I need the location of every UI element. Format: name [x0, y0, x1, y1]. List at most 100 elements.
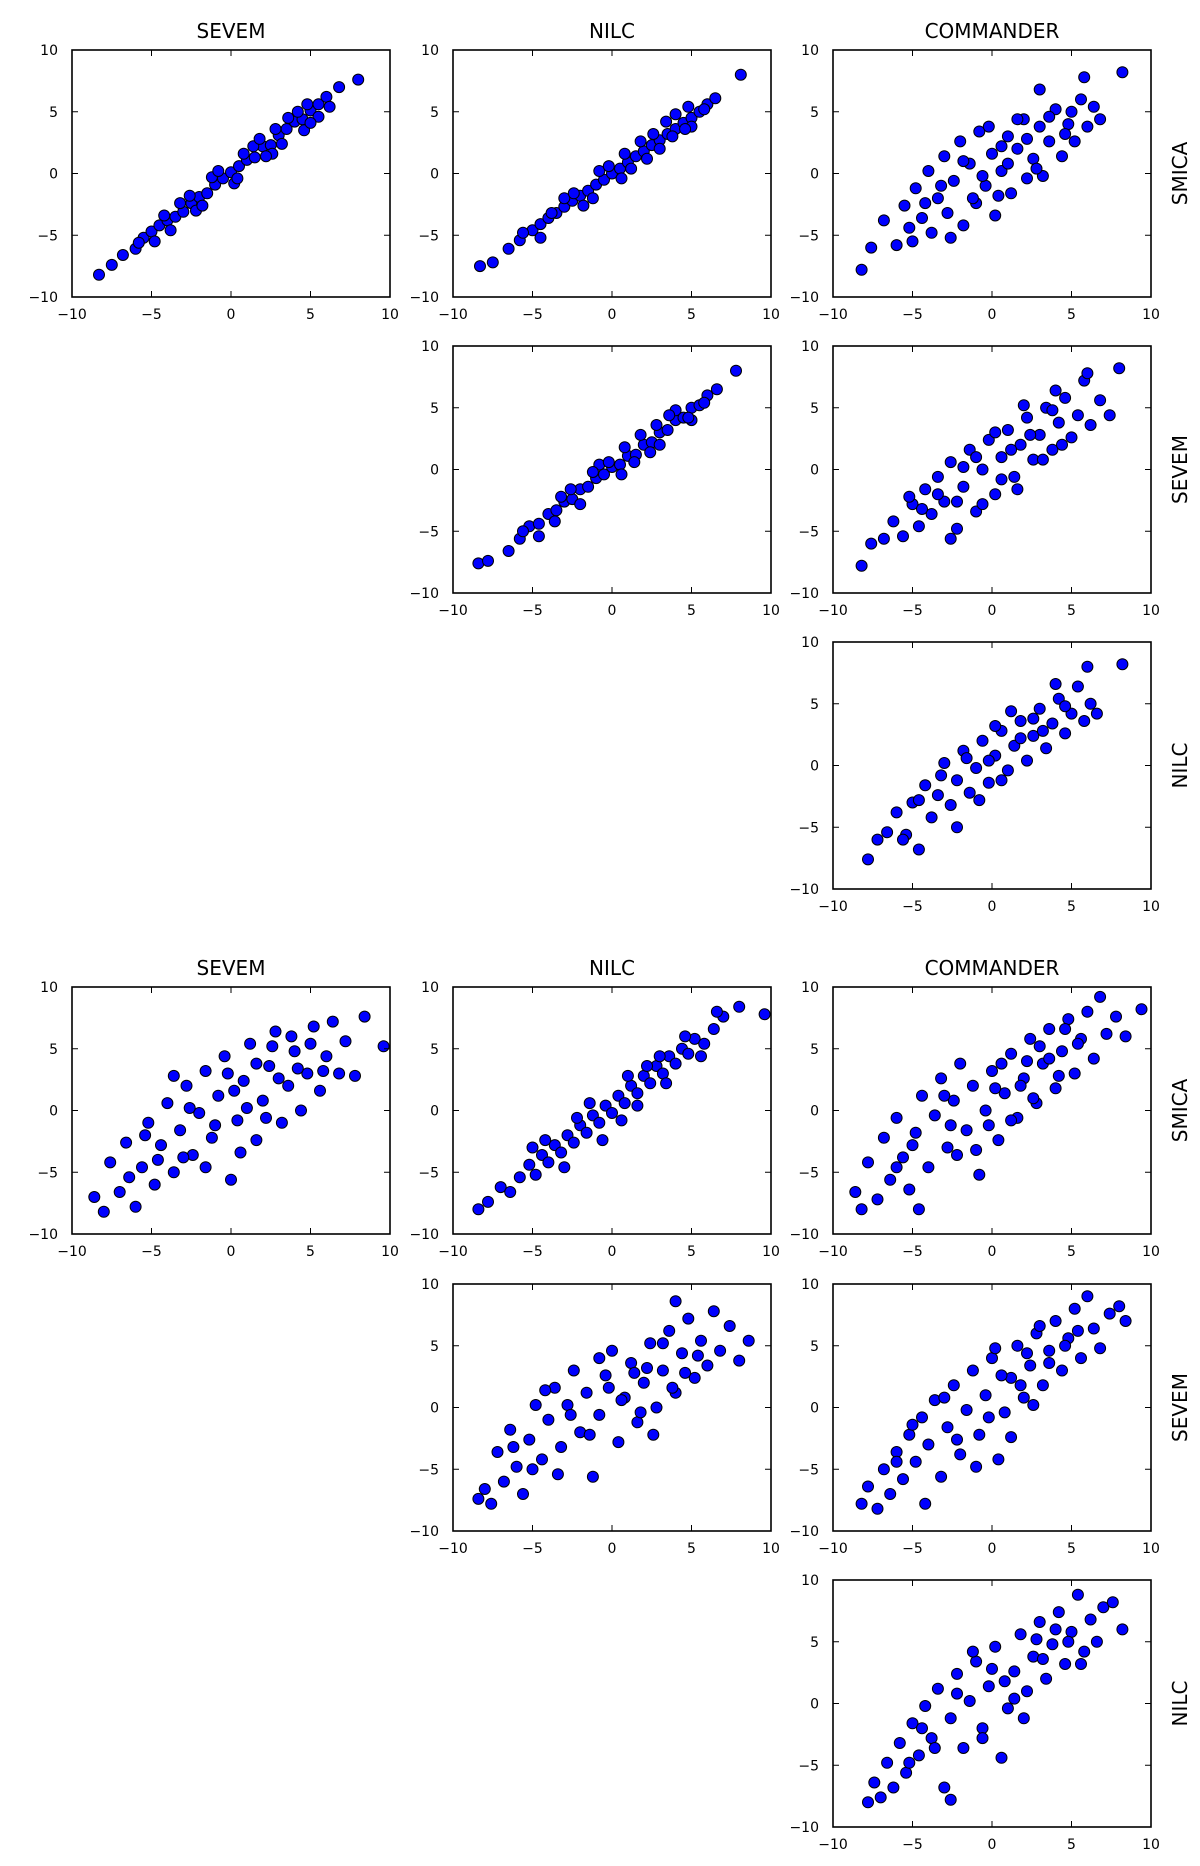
data-point	[628, 456, 641, 469]
data-point	[1075, 1658, 1087, 1670]
data-point	[660, 1077, 673, 1090]
y-tick-label: 0	[49, 167, 58, 183]
data-point	[931, 192, 944, 205]
x-tick-label: −5	[141, 1244, 162, 1260]
data-point	[596, 1134, 609, 1147]
data-point	[1056, 1364, 1068, 1377]
data-point	[574, 498, 587, 511]
data-point	[669, 108, 682, 121]
data-point	[314, 1084, 326, 1097]
data-point	[1036, 453, 1049, 466]
x-tick-label: −10	[818, 899, 848, 915]
data-point	[1043, 1344, 1056, 1357]
data-point	[682, 100, 695, 113]
data-point	[855, 1497, 868, 1510]
data-point	[986, 1352, 998, 1365]
x-tick-label: 0	[988, 1244, 997, 1260]
data-point	[1021, 754, 1033, 767]
data-point	[1008, 1665, 1021, 1678]
data-point	[256, 1094, 269, 1107]
data-point	[922, 1161, 935, 1174]
data-point	[542, 1156, 555, 1169]
data-point	[906, 1418, 919, 1431]
x-tick-label: 10	[381, 1244, 399, 1260]
data-point	[545, 207, 558, 219]
data-point	[912, 843, 925, 856]
data-point	[938, 1781, 951, 1794]
data-point	[656, 1364, 669, 1377]
data-point	[201, 187, 214, 200]
data-point	[1027, 1092, 1040, 1105]
data-point	[113, 1186, 126, 1198]
x-tick-label: −5	[902, 307, 923, 323]
data-point	[291, 105, 304, 118]
data-point	[928, 1109, 941, 1122]
data-point	[494, 1181, 507, 1194]
y-tick-label: −5	[798, 1758, 819, 1774]
scatter-panel-1-smica-vs-sevem: −10 −5 0 5 10 −10 −5 0 5 10 SEVEM	[28, 19, 398, 323]
data-point	[849, 1186, 862, 1198]
data-point	[698, 1037, 711, 1050]
data-point	[615, 1114, 628, 1127]
x-tick-label: 5	[1067, 307, 1076, 323]
x-tick-label: 0	[988, 603, 997, 619]
data-point	[1119, 1030, 1132, 1043]
data-point	[593, 165, 606, 177]
data-point	[957, 1742, 970, 1754]
y-tick-label: 5	[49, 1042, 58, 1058]
data-point	[621, 1069, 634, 1082]
y-tick-label: 0	[810, 759, 819, 775]
data-point	[976, 498, 989, 511]
y-tick-label: −10	[409, 1227, 439, 1243]
data-point	[919, 1700, 932, 1712]
y-tick-label: −10	[789, 882, 819, 898]
data-point	[931, 470, 944, 483]
y-tick-label: −5	[798, 1165, 819, 1181]
data-point	[931, 1682, 944, 1695]
y-tick-label: 5	[810, 1042, 819, 1058]
data-point	[1005, 187, 1018, 200]
data-point	[580, 1386, 593, 1399]
data-point	[1065, 105, 1078, 118]
data-point	[970, 1655, 983, 1668]
data-point	[957, 219, 970, 232]
data-point	[1027, 152, 1040, 165]
data-point	[1065, 431, 1078, 444]
data-point	[723, 1320, 736, 1332]
data-point	[136, 1161, 148, 1174]
data-point	[269, 123, 282, 135]
data-point	[529, 1399, 542, 1411]
data-point	[919, 483, 932, 496]
data-point	[941, 207, 954, 219]
data-point	[237, 147, 250, 160]
points-layer	[472, 364, 742, 570]
data-point	[250, 1057, 263, 1070]
data-point	[295, 1104, 307, 1117]
y-tick-label: 10	[801, 1277, 819, 1293]
data-point	[196, 199, 209, 212]
data-point	[504, 1423, 517, 1436]
data-point	[973, 125, 986, 138]
data-point	[1021, 1347, 1033, 1360]
y-tick-label: 0	[430, 1104, 439, 1120]
data-point	[938, 1089, 951, 1102]
y-tick-label: −5	[798, 228, 819, 244]
data-point	[523, 1433, 536, 1446]
data-point	[960, 752, 973, 765]
data-point	[1043, 1357, 1056, 1369]
data-point	[868, 1776, 881, 1789]
data-point	[862, 1156, 874, 1169]
data-point	[976, 1722, 989, 1735]
data-point	[631, 1416, 644, 1429]
axes-frame	[452, 1283, 772, 1532]
data-point	[250, 1134, 263, 1147]
data-point	[116, 249, 129, 261]
data-point	[1075, 1352, 1087, 1365]
data-point	[912, 1203, 925, 1216]
data-point	[339, 1035, 352, 1048]
data-point	[1052, 1606, 1065, 1619]
data-point	[637, 1376, 650, 1389]
data-point	[88, 1191, 101, 1203]
data-point	[612, 1436, 625, 1449]
y-tick-label: 10	[801, 1573, 819, 1589]
